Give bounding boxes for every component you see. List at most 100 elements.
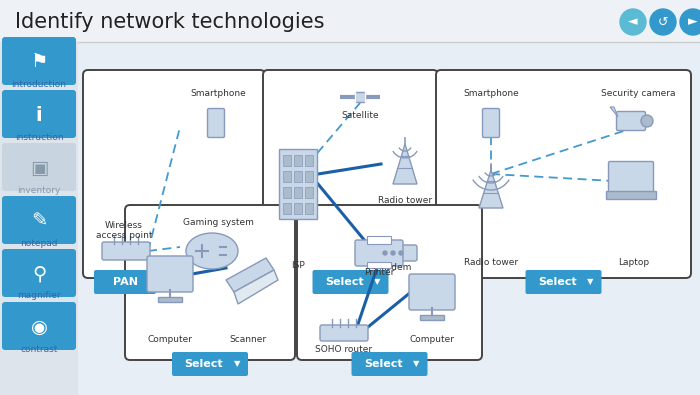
Text: SOHO router: SOHO router xyxy=(316,345,372,354)
Text: ▣: ▣ xyxy=(30,158,48,177)
Bar xyxy=(294,203,302,214)
FancyBboxPatch shape xyxy=(102,242,150,260)
Bar xyxy=(283,203,291,214)
Circle shape xyxy=(620,9,646,35)
Text: Select: Select xyxy=(185,359,223,369)
Bar xyxy=(367,236,391,244)
FancyBboxPatch shape xyxy=(125,205,295,360)
Text: notepad: notepad xyxy=(20,239,57,248)
Circle shape xyxy=(650,9,676,35)
Text: Security camera: Security camera xyxy=(601,89,676,98)
Bar xyxy=(279,149,317,219)
FancyBboxPatch shape xyxy=(373,245,417,261)
Text: ▼: ▼ xyxy=(374,278,381,286)
Text: magnifier: magnifier xyxy=(18,292,61,301)
FancyBboxPatch shape xyxy=(482,109,500,137)
Bar xyxy=(305,155,313,166)
Circle shape xyxy=(680,9,700,35)
Text: ►: ► xyxy=(688,15,698,28)
Text: Select: Select xyxy=(326,277,364,287)
Text: PAN: PAN xyxy=(113,277,137,287)
FancyBboxPatch shape xyxy=(2,196,76,244)
Bar xyxy=(283,171,291,182)
Circle shape xyxy=(399,251,403,255)
Text: Scanner: Scanner xyxy=(230,335,267,344)
Text: Smartphone: Smartphone xyxy=(190,89,246,98)
Polygon shape xyxy=(226,258,274,292)
FancyBboxPatch shape xyxy=(172,352,248,376)
FancyBboxPatch shape xyxy=(320,325,368,341)
Text: Radio tower: Radio tower xyxy=(378,196,432,205)
Text: Smartphone: Smartphone xyxy=(463,89,519,98)
Text: ▼: ▼ xyxy=(234,359,240,369)
Circle shape xyxy=(641,115,653,127)
FancyBboxPatch shape xyxy=(608,162,654,192)
FancyBboxPatch shape xyxy=(297,205,482,360)
Bar xyxy=(305,203,313,214)
FancyBboxPatch shape xyxy=(94,270,156,294)
Polygon shape xyxy=(479,170,503,208)
Bar xyxy=(355,92,365,102)
FancyBboxPatch shape xyxy=(2,249,76,297)
Ellipse shape xyxy=(186,233,238,269)
FancyBboxPatch shape xyxy=(351,352,428,376)
Text: i: i xyxy=(36,105,42,124)
FancyBboxPatch shape xyxy=(147,256,193,292)
Text: Gaming system: Gaming system xyxy=(183,218,253,227)
Bar xyxy=(78,42,700,395)
Text: ✎: ✎ xyxy=(31,211,47,231)
Text: ▼: ▼ xyxy=(413,359,420,369)
Text: ⚑: ⚑ xyxy=(30,53,48,71)
Text: ⚲: ⚲ xyxy=(32,265,46,284)
FancyBboxPatch shape xyxy=(2,143,76,191)
Bar xyxy=(305,187,313,198)
Bar xyxy=(420,315,444,320)
Text: ↺: ↺ xyxy=(658,15,668,28)
Text: Printer: Printer xyxy=(364,268,394,277)
FancyBboxPatch shape xyxy=(617,111,645,130)
Text: Satellite: Satellite xyxy=(341,111,379,120)
Text: instruction: instruction xyxy=(15,132,63,141)
Text: Computer: Computer xyxy=(148,335,192,344)
Circle shape xyxy=(391,251,395,255)
Text: ISP: ISP xyxy=(291,261,305,270)
Bar xyxy=(283,155,291,166)
Text: inventory: inventory xyxy=(18,186,61,194)
Text: contrast: contrast xyxy=(20,344,57,354)
Bar xyxy=(294,187,302,198)
Text: Wireless
access point: Wireless access point xyxy=(96,221,153,241)
Text: Identify network technologies: Identify network technologies xyxy=(15,12,325,32)
Bar xyxy=(0,42,78,395)
Bar xyxy=(367,262,391,268)
Text: Select: Select xyxy=(538,277,577,287)
FancyBboxPatch shape xyxy=(2,90,76,138)
Polygon shape xyxy=(610,107,618,117)
Text: Laptop: Laptop xyxy=(618,258,650,267)
Text: ▼: ▼ xyxy=(587,278,594,286)
FancyBboxPatch shape xyxy=(2,302,76,350)
Text: ◄: ◄ xyxy=(628,15,638,28)
FancyBboxPatch shape xyxy=(2,37,76,85)
Bar xyxy=(294,155,302,166)
Text: Modem: Modem xyxy=(378,263,412,272)
Bar xyxy=(606,191,656,199)
Bar xyxy=(305,171,313,182)
FancyBboxPatch shape xyxy=(83,70,265,278)
Polygon shape xyxy=(234,270,278,304)
Circle shape xyxy=(383,251,387,255)
FancyBboxPatch shape xyxy=(409,274,455,310)
FancyBboxPatch shape xyxy=(436,70,691,278)
Text: introduction: introduction xyxy=(11,79,66,88)
Bar xyxy=(283,187,291,198)
Text: ◉: ◉ xyxy=(31,318,48,337)
FancyBboxPatch shape xyxy=(526,270,601,294)
FancyBboxPatch shape xyxy=(263,70,438,278)
Polygon shape xyxy=(393,144,417,184)
FancyBboxPatch shape xyxy=(207,109,225,137)
Text: Computer: Computer xyxy=(410,335,454,344)
Text: Radio tower: Radio tower xyxy=(464,258,518,267)
FancyBboxPatch shape xyxy=(355,240,403,266)
Bar xyxy=(158,297,182,302)
FancyBboxPatch shape xyxy=(312,270,388,294)
Text: Select: Select xyxy=(364,359,402,369)
